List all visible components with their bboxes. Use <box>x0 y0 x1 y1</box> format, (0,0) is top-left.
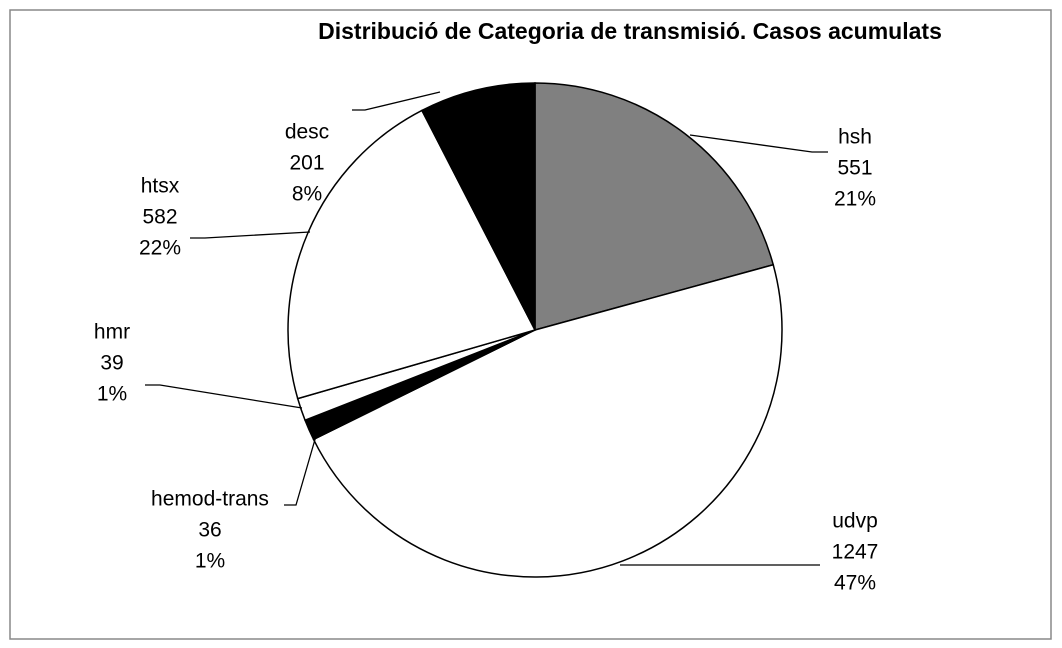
leader-line <box>145 384 303 409</box>
leader-line <box>689 134 828 153</box>
slice-percent: 47% <box>834 572 876 595</box>
pie-slice <box>534 82 775 331</box>
slice-value: 201 <box>289 152 324 175</box>
slice-value: 36 <box>198 519 221 542</box>
leader-line <box>284 435 317 506</box>
slice-percent: 1% <box>97 383 127 406</box>
slice-label: desc <box>285 121 329 144</box>
pie-slice <box>312 263 783 578</box>
chart-title: Distribució de Categoria de transmisió. … <box>318 18 942 44</box>
slice-value: 1247 <box>832 541 879 564</box>
leader-line <box>190 231 311 239</box>
slice-value: 582 <box>142 206 177 229</box>
slice-label: hsh <box>838 126 872 149</box>
slice-value: 39 <box>100 352 123 375</box>
pie-slice <box>420 82 536 331</box>
slice-value: 551 <box>837 157 872 180</box>
slice-percent: 21% <box>834 188 876 211</box>
slice-percent: 22% <box>139 237 181 260</box>
slice-label: udvp <box>832 510 878 533</box>
slice-percent: 8% <box>292 183 322 206</box>
leader-line <box>352 91 441 111</box>
slice-label: htsx <box>141 175 180 198</box>
slice-label: hmr <box>94 321 130 344</box>
slice-percent: 1% <box>195 550 225 573</box>
slice-label: hemod-trans <box>151 488 269 511</box>
